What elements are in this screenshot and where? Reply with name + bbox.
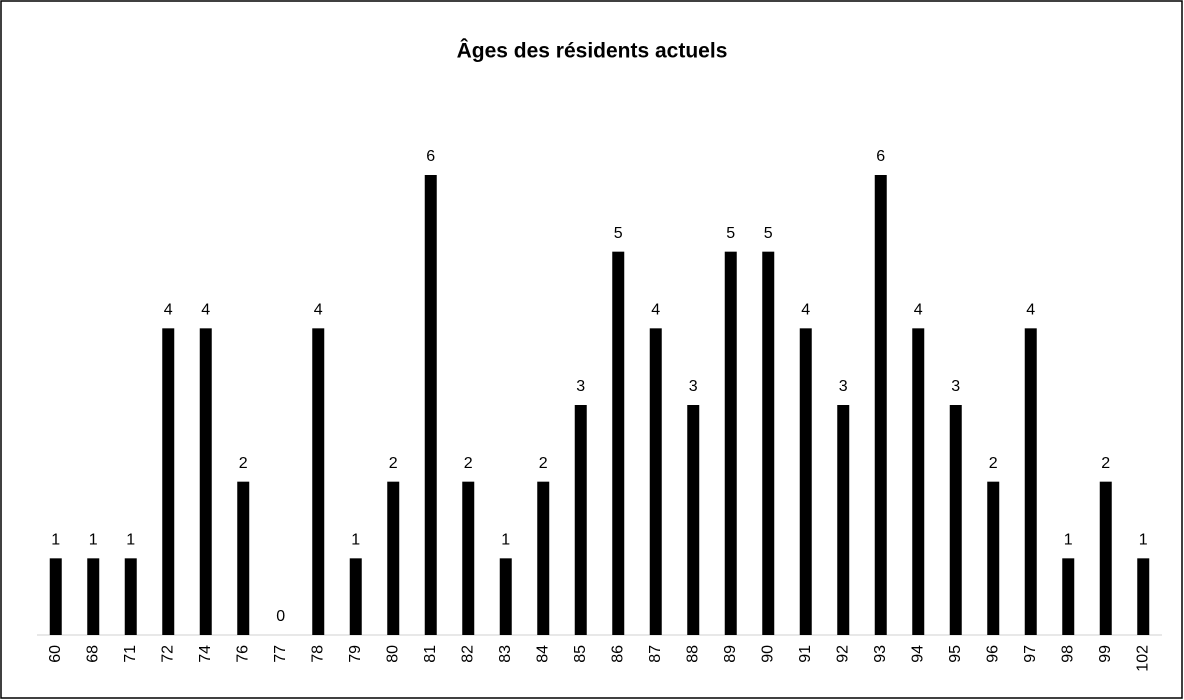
data-label: 1 [1139,532,1148,549]
data-label: 4 [1026,302,1035,319]
bar [312,328,325,635]
x-tick-label: 81 [422,645,439,663]
x-tick-label: 92 [834,645,851,663]
bar [387,481,400,635]
bar [162,328,175,635]
x-tick-label: 82 [459,645,476,663]
bar [724,251,737,635]
data-label: 0 [276,608,285,625]
data-label: 5 [764,225,773,242]
data-label: 4 [314,302,323,319]
data-label: 1 [89,532,98,549]
data-label: 1 [1064,532,1073,549]
bar [1099,481,1112,635]
bar [837,405,850,635]
data-label: 2 [239,455,248,472]
x-tick-label: 96 [984,645,1001,663]
bar [574,405,587,635]
bar [1062,558,1075,635]
bar [762,251,775,635]
x-tick-label: 91 [797,645,814,663]
data-label: 4 [914,302,923,319]
x-tick-label: 94 [909,645,926,663]
x-tick-label: 98 [1059,645,1076,663]
data-label: 6 [876,148,885,165]
bar [949,405,962,635]
x-tick-label: 77 [272,645,289,663]
data-label: 2 [1101,455,1110,472]
bar [687,405,700,635]
bar [237,481,250,635]
bar [912,328,925,635]
bar [537,481,550,635]
x-tick-label: 74 [197,645,214,663]
data-label: 3 [576,378,585,395]
data-label: 2 [464,455,473,472]
chart-title: Âges des résidents actuels [457,39,728,63]
x-tick-label: 99 [1097,645,1114,663]
data-label: 1 [351,532,360,549]
x-tick-label: 102 [1134,645,1151,672]
bar [349,558,362,635]
bar [1024,328,1037,635]
bar [124,558,137,635]
bar [1137,558,1150,635]
data-label: 3 [689,378,698,395]
x-tick-label: 72 [159,645,176,663]
x-tick-label: 78 [309,645,326,663]
x-tick-label: 84 [534,645,551,663]
x-tick-label: 60 [47,645,64,663]
x-tick-label: 86 [609,645,626,663]
bar [462,481,475,635]
x-tick-label: 68 [84,645,101,663]
bar [649,328,662,635]
data-label: 1 [126,532,135,549]
x-tick-label: 90 [759,645,776,663]
data-label: 4 [164,302,173,319]
bar [49,558,62,635]
x-tick-label: 71 [122,645,139,663]
x-tick-label: 83 [497,645,514,663]
data-label: 3 [951,378,960,395]
data-label: 1 [51,532,60,549]
data-label: 2 [389,455,398,472]
bar [424,175,437,635]
x-tick-label: 80 [384,645,401,663]
bar [987,481,1000,635]
x-tick-label: 93 [872,645,889,663]
bar [199,328,212,635]
x-tick-label: 87 [647,645,664,663]
data-label: 4 [201,302,210,319]
bar [874,175,887,635]
data-label: 3 [839,378,848,395]
data-label: 4 [651,302,660,319]
data-label: 1 [501,532,510,549]
bar [799,328,812,635]
x-tick-label: 89 [722,645,739,663]
data-label: 2 [539,455,548,472]
x-tick-label: 76 [234,645,251,663]
data-label: 6 [426,148,435,165]
bar [87,558,100,635]
bar [612,251,625,635]
data-label: 5 [614,225,623,242]
data-label: 5 [726,225,735,242]
x-tick-label: 97 [1022,645,1039,663]
data-label: 2 [989,455,998,472]
x-tick-label: 88 [684,645,701,663]
x-tick-label: 95 [947,645,964,663]
data-label: 4 [801,302,810,319]
x-tick-label: 85 [572,645,589,663]
x-tick-label: 79 [347,645,364,663]
bar [499,558,512,635]
